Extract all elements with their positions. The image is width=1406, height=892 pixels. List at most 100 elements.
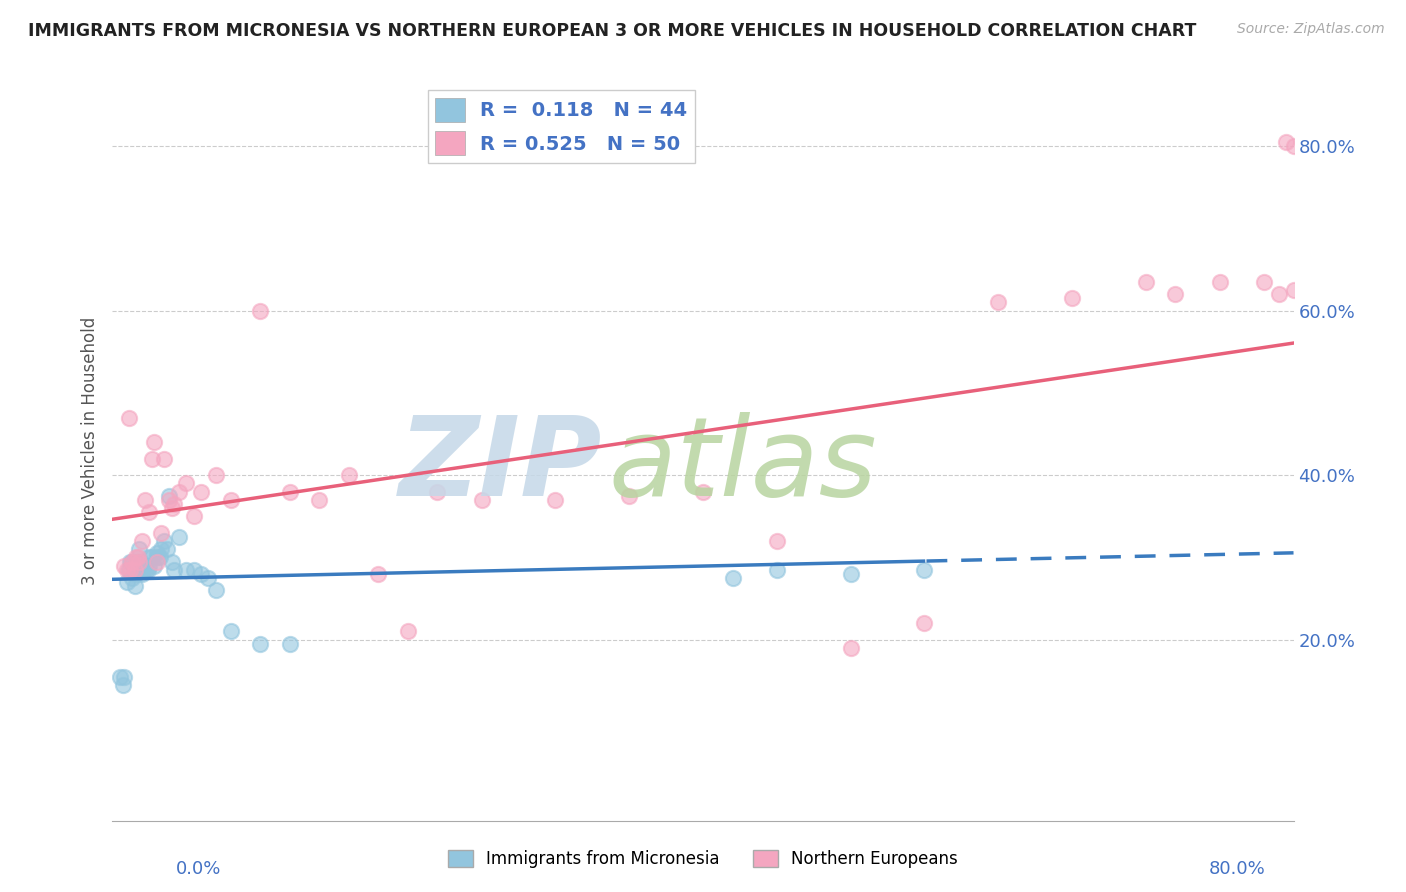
Point (125, 550, 148, 565)
Point (839, 566, 862, 581)
Point (205, 468, 228, 483)
Legend: Immigrants from Micronesia, Northern Europeans: Immigrants from Micronesia, Northern Eur… (441, 843, 965, 875)
Point (118, 410, 141, 425)
Point (124, 563, 146, 577)
Point (141, 451, 163, 466)
Point (766, 533, 789, 548)
Text: Source: ZipAtlas.com: Source: ZipAtlas.com (1237, 22, 1385, 37)
Point (1208, 275, 1232, 289)
Point (308, 492, 330, 507)
Point (111, 678, 134, 692)
Point (160, 501, 183, 516)
Point (1268, 287, 1291, 301)
Point (120, 563, 142, 577)
Point (163, 563, 186, 577)
Point (135, 563, 157, 577)
Point (1135, 275, 1157, 289)
Point (121, 571, 143, 585)
Point (167, 530, 190, 544)
Point (914, 563, 936, 577)
Point (124, 579, 146, 593)
Point (138, 505, 160, 519)
Point (146, 546, 169, 560)
Point (138, 550, 160, 565)
Point (160, 554, 183, 569)
Point (146, 554, 169, 569)
Point (117, 563, 138, 577)
Point (120, 554, 142, 569)
Point (157, 489, 180, 503)
Point (337, 468, 360, 483)
Point (150, 542, 173, 557)
Point (544, 492, 567, 507)
Text: 0.0%: 0.0% (176, 860, 221, 878)
Point (396, 624, 419, 639)
Point (249, 303, 271, 318)
Point (619, 489, 641, 503)
Point (136, 563, 159, 577)
Point (721, 571, 744, 585)
Point (150, 525, 173, 540)
Point (1164, 287, 1187, 301)
Point (138, 558, 160, 573)
Point (156, 542, 179, 557)
Point (131, 533, 153, 548)
Y-axis label: 3 or more Vehicles in Household: 3 or more Vehicles in Household (80, 317, 98, 584)
Point (129, 554, 152, 569)
Point (153, 451, 176, 466)
Point (1282, 139, 1305, 153)
Text: 80.0%: 80.0% (1209, 860, 1265, 878)
Point (163, 497, 186, 511)
Point (914, 616, 936, 631)
Point (987, 295, 1010, 310)
Point (219, 624, 242, 639)
Point (125, 566, 148, 581)
Text: IMMIGRANTS FROM MICRONESIA VS NORTHERN EUROPEAN 3 OR MORE VEHICLES IN HOUSEHOLD : IMMIGRANTS FROM MICRONESIA VS NORTHERN E… (28, 22, 1197, 40)
Point (134, 492, 156, 507)
Point (367, 566, 389, 581)
Point (132, 563, 155, 577)
Point (766, 563, 789, 577)
Point (219, 492, 242, 507)
Point (1253, 275, 1275, 289)
Point (141, 550, 163, 565)
Point (183, 563, 205, 577)
Point (134, 558, 156, 573)
Text: atlas: atlas (609, 412, 877, 519)
Point (190, 566, 212, 581)
Point (146, 550, 169, 565)
Legend: R =  0.118   N = 44, R = 0.525   N = 50: R = 0.118 N = 44, R = 0.525 N = 50 (427, 90, 695, 162)
Point (117, 575, 138, 590)
Point (127, 554, 149, 569)
Point (174, 476, 197, 491)
Point (121, 554, 143, 569)
Point (112, 670, 135, 684)
Point (1282, 283, 1305, 297)
Point (1062, 291, 1084, 305)
Point (278, 637, 301, 651)
Text: ZIP: ZIP (399, 412, 603, 519)
Point (692, 484, 714, 499)
Point (121, 554, 143, 569)
Point (190, 484, 212, 499)
Point (128, 554, 150, 569)
Point (839, 640, 862, 655)
Point (131, 566, 153, 581)
Point (112, 558, 135, 573)
Point (142, 558, 165, 573)
Point (153, 533, 176, 548)
Point (167, 484, 190, 499)
Point (118, 563, 141, 577)
Point (149, 550, 172, 565)
Point (205, 583, 228, 598)
Point (183, 509, 205, 524)
Point (174, 563, 197, 577)
Point (278, 484, 301, 499)
Point (1275, 135, 1298, 149)
Point (426, 484, 449, 499)
Point (249, 637, 271, 651)
Point (157, 492, 180, 507)
Point (127, 550, 149, 565)
Point (197, 571, 219, 585)
Point (128, 542, 150, 557)
